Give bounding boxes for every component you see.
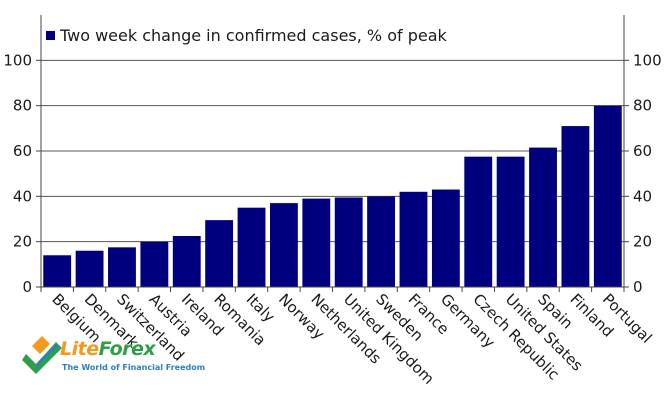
y-tick-label-right: 100 <box>633 51 662 69</box>
legend-swatch <box>46 31 55 40</box>
y-tick-label-left: 60 <box>13 142 32 160</box>
y-tick-label-left: 100 <box>3 51 32 69</box>
bar-romania <box>205 220 234 287</box>
bar-norway <box>269 203 298 287</box>
bar-switzerland <box>108 247 136 287</box>
bar-netherlands <box>302 198 331 287</box>
bar-czech-republic <box>464 156 493 287</box>
y-tick-label-right: 20 <box>633 233 652 251</box>
y-tick-label-left: 20 <box>13 233 32 251</box>
y-tick-label-right: 80 <box>633 97 652 115</box>
bar-ireland <box>172 236 201 287</box>
grid-lines <box>41 59 624 243</box>
bar-denmark <box>75 250 104 287</box>
legend: Two week change in confirmed cases, % of… <box>46 26 448 45</box>
y-tick-label-right: 0 <box>633 278 643 296</box>
liteforex-logo-icon <box>22 336 62 374</box>
legend-entry: Two week change in confirmed cases, % of… <box>59 26 448 45</box>
bar-united-states <box>496 156 525 287</box>
liteforex-logo: LiteForex The World of Financial Freedom <box>22 336 205 392</box>
bar-austria <box>140 241 169 287</box>
bar-italy <box>237 207 266 287</box>
bar-finland <box>561 126 590 287</box>
bar-portugal <box>593 105 622 288</box>
bar-belgium <box>43 255 72 287</box>
logo-wordmark: LiteForex <box>60 338 156 360</box>
logo-wordmark-part2: Forex <box>98 338 156 360</box>
y-tick-label-left: 40 <box>13 187 32 205</box>
y-tick-label-right: 40 <box>633 187 652 205</box>
bar-united-kingdom <box>334 197 363 287</box>
logo-wordmark-part1: Lite <box>60 338 99 360</box>
bars <box>43 105 622 288</box>
y-tick-label-right: 60 <box>633 142 652 160</box>
bar-spain <box>529 147 557 287</box>
bar-germany <box>431 189 460 287</box>
y-tick-label-left: 80 <box>13 97 32 115</box>
y-tick-label-left: 0 <box>22 278 32 296</box>
bar-sweden <box>367 196 396 287</box>
bar-france <box>399 191 428 287</box>
logo-tagline: The World of Financial Freedom <box>62 363 206 372</box>
